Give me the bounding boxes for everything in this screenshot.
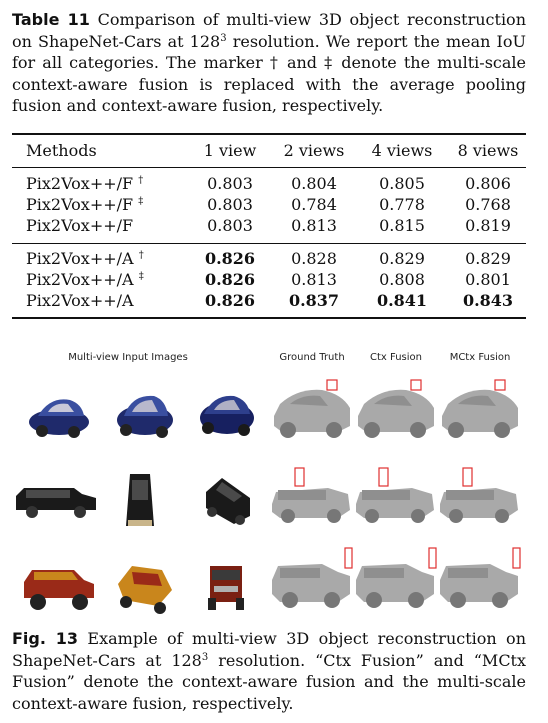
- header-methods: Methods: [26, 141, 97, 160]
- method-name: Pix2Vox++/A: [26, 291, 134, 310]
- header-ctx-fusion: Ctx Fusion: [370, 352, 422, 363]
- header-8-views: 8 views: [457, 141, 519, 160]
- input-image-2: [112, 558, 176, 614]
- marker-dagger: †: [138, 175, 144, 186]
- table-row: Pix2Vox++/F 0.803 0.813 0.815 0.819: [12, 216, 526, 238]
- method-name: Pix2Vox++/F: [26, 216, 134, 235]
- figure-caption-superscript: 3: [201, 651, 209, 663]
- table-header-rule: [12, 167, 526, 168]
- table-caption-superscript: 3: [220, 32, 227, 44]
- table-caption-text-end: resolution. We report the mean IoU for a…: [12, 31, 526, 116]
- input-image-1: [24, 390, 94, 440]
- mctx-fusion-1: [436, 378, 522, 444]
- ground-truth-1: [268, 378, 354, 444]
- value-4-views: 0.841: [376, 291, 428, 310]
- value-8-views: 0.801: [465, 270, 511, 289]
- value-8-views: 0.829: [465, 249, 511, 268]
- value-8-views: 0.806: [465, 174, 511, 193]
- value-1-view: 0.803: [207, 174, 253, 193]
- header-ground-truth: Ground Truth: [279, 352, 345, 363]
- ground-truth-2: [268, 464, 354, 530]
- method-name: Pix2Vox++/A ‡: [26, 270, 144, 289]
- value-4-views: 0.815: [379, 216, 425, 235]
- table-caption-label: Table 11: [12, 10, 90, 29]
- method-name: Pix2Vox++/F ‡: [26, 195, 144, 214]
- figure-caption-text-end: resolution. “Ctx Fusion” and “MCtx Fusio…: [12, 650, 527, 713]
- value-4-views: 0.805: [379, 174, 425, 193]
- value-2-views: 0.804: [291, 174, 337, 193]
- table-row: Pix2Vox++/A ‡ 0.826 0.813 0.808 0.801: [12, 270, 526, 292]
- method-name: Pix2Vox++/A †: [26, 249, 144, 268]
- marker-double-dagger: ‡: [138, 196, 144, 207]
- table-row: Pix2Vox++/F † 0.803 0.804 0.805 0.806: [12, 174, 526, 196]
- header-2-views: 2 views: [283, 141, 345, 160]
- input-image-3: [204, 556, 248, 614]
- marker-double-dagger: ‡: [138, 271, 144, 282]
- method-name: Pix2Vox++/F †: [26, 174, 144, 193]
- mctx-fusion-2: [436, 464, 522, 530]
- value-8-views: 0.768: [465, 195, 511, 214]
- header-mctx-fusion: MCtx Fusion: [449, 352, 511, 363]
- header-4-views: 4 views: [371, 141, 433, 160]
- table-row: Pix2Vox++/A † 0.826 0.828 0.829 0.829: [12, 249, 526, 271]
- value-4-views: 0.808: [379, 270, 425, 289]
- table-bottom-rule: [12, 317, 526, 319]
- value-4-views: 0.778: [379, 195, 425, 214]
- value-1-view: 0.826: [204, 291, 256, 310]
- mctx-fusion-3: [436, 546, 522, 612]
- marker-dagger: †: [138, 250, 144, 261]
- header-1-view: 1 view: [203, 141, 257, 160]
- input-image-2: [110, 388, 180, 440]
- value-4-views: 0.829: [379, 249, 425, 268]
- value-1-view: 0.803: [207, 216, 253, 235]
- table-caption: Table 11 Comparison of multi-view 3D obj…: [12, 9, 526, 117]
- value-2-views: 0.784: [291, 195, 337, 214]
- input-image-2: [118, 470, 162, 532]
- table-group-rule: [12, 243, 526, 244]
- figure-caption-text: Example of multi-view 3D object reconstr…: [12, 629, 526, 670]
- value-2-views: 0.828: [291, 249, 337, 268]
- table-row: Pix2Vox++/F ‡ 0.803 0.784 0.778 0.768: [12, 195, 526, 217]
- value-1-view: 0.803: [207, 195, 253, 214]
- value-1-view: 0.826: [204, 249, 256, 268]
- table-top-rule: [12, 133, 526, 135]
- value-2-views: 0.813: [291, 270, 337, 289]
- value-8-views: 0.843: [462, 291, 514, 310]
- input-image-1: [18, 560, 100, 612]
- input-image-3: [200, 472, 256, 528]
- ctx-fusion-1: [352, 378, 438, 444]
- input-image-3: [194, 388, 260, 440]
- value-2-views: 0.837: [288, 291, 340, 310]
- table-header-row: Methods 1 view 2 views 4 views 8 views: [12, 141, 526, 163]
- table-caption-text: Comparison of multi-view 3D object recon…: [12, 10, 526, 51]
- ctx-fusion-2: [352, 464, 438, 530]
- value-1-view: 0.826: [204, 270, 256, 289]
- figure-caption-label: Fig. 13: [12, 629, 79, 648]
- ground-truth-3: [268, 546, 354, 612]
- table-row: Pix2Vox++/A 0.826 0.837 0.841 0.843: [12, 291, 526, 313]
- figure-13: Multi-view Input Images Ground Truth Ctx…: [0, 340, 548, 620]
- value-8-views: 0.819: [465, 216, 511, 235]
- ctx-fusion-3: [352, 546, 438, 612]
- header-input-images: Multi-view Input Images: [68, 352, 188, 363]
- input-image-1: [12, 478, 100, 524]
- figure-caption: Fig. 13 Example of multi-view 3D object …: [12, 628, 526, 714]
- value-2-views: 0.813: [291, 216, 337, 235]
